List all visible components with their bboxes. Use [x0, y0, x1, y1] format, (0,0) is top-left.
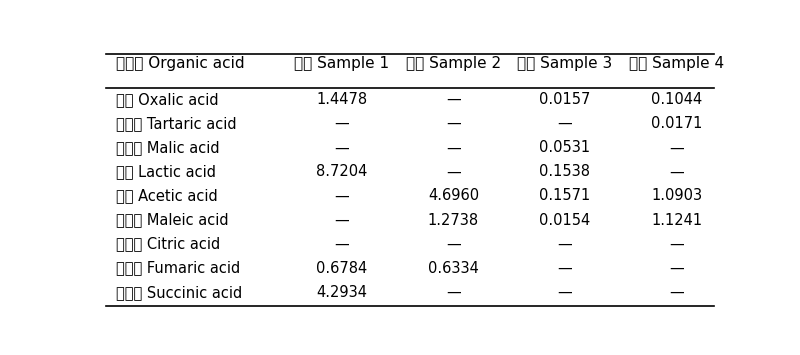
Text: 乙酸 Acetic acid: 乙酸 Acetic acid — [115, 189, 218, 203]
Text: 4.6960: 4.6960 — [428, 189, 479, 203]
Text: —: — — [670, 285, 684, 300]
Text: 样品 Sample 3: 样品 Sample 3 — [518, 56, 613, 71]
Text: —: — — [558, 261, 572, 275]
Text: 0.0154: 0.0154 — [539, 213, 590, 228]
Text: 0.6334: 0.6334 — [428, 261, 479, 275]
Text: —: — — [446, 236, 461, 252]
Text: 0.0531: 0.0531 — [539, 140, 590, 155]
Text: —: — — [670, 140, 684, 155]
Text: 0.1571: 0.1571 — [539, 189, 590, 203]
Text: —: — — [670, 236, 684, 252]
Text: 0.1538: 0.1538 — [539, 164, 590, 179]
Text: —: — — [334, 140, 349, 155]
Text: —: — — [334, 116, 349, 131]
Text: 马来酸 Maleic acid: 马来酸 Maleic acid — [115, 213, 228, 228]
Text: 1.4478: 1.4478 — [316, 92, 367, 107]
Text: —: — — [670, 261, 684, 275]
Text: 0.6784: 0.6784 — [316, 261, 367, 275]
Text: 样品 Sample 1: 样品 Sample 1 — [294, 56, 390, 71]
Text: —: — — [558, 116, 572, 131]
Text: 苹果酸 Malic acid: 苹果酸 Malic acid — [115, 140, 219, 155]
Text: 乳酸 Lactic acid: 乳酸 Lactic acid — [115, 164, 215, 179]
Text: 样品 Sample 4: 样品 Sample 4 — [629, 56, 724, 71]
Text: 0.0157: 0.0157 — [539, 92, 590, 107]
Text: —: — — [334, 213, 349, 228]
Text: 1.2738: 1.2738 — [428, 213, 479, 228]
Text: —: — — [446, 285, 461, 300]
Text: 0.1044: 0.1044 — [651, 92, 702, 107]
Text: 8.7204: 8.7204 — [316, 164, 367, 179]
Text: 有机酸 Organic acid: 有机酸 Organic acid — [115, 56, 244, 71]
Text: —: — — [446, 164, 461, 179]
Text: —: — — [446, 92, 461, 107]
Text: 样品 Sample 2: 样品 Sample 2 — [406, 56, 501, 71]
Text: 草酸 Oxalic acid: 草酸 Oxalic acid — [115, 92, 218, 107]
Text: —: — — [558, 236, 572, 252]
Text: 丁二酸 Succinic acid: 丁二酸 Succinic acid — [115, 285, 242, 300]
Text: —: — — [334, 236, 349, 252]
Text: 0.0171: 0.0171 — [651, 116, 702, 131]
Text: 1.1241: 1.1241 — [651, 213, 702, 228]
Text: 4.2934: 4.2934 — [316, 285, 367, 300]
Text: 富马酸 Fumaric acid: 富马酸 Fumaric acid — [115, 261, 240, 275]
Text: —: — — [558, 285, 572, 300]
Text: —: — — [446, 116, 461, 131]
Text: 酒石酸 Tartaric acid: 酒石酸 Tartaric acid — [115, 116, 236, 131]
Text: —: — — [446, 140, 461, 155]
Text: 柠檬酸 Citric acid: 柠檬酸 Citric acid — [115, 236, 220, 252]
Text: 1.0903: 1.0903 — [651, 189, 702, 203]
Text: —: — — [334, 189, 349, 203]
Text: —: — — [670, 164, 684, 179]
